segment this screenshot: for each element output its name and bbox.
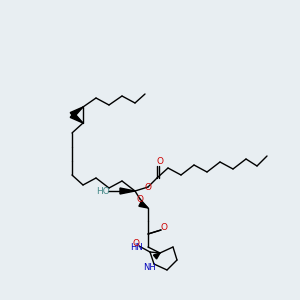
Polygon shape (120, 188, 135, 194)
Polygon shape (139, 202, 148, 208)
Text: HN: HN (130, 242, 143, 251)
Text: NH: NH (144, 262, 156, 272)
Polygon shape (153, 253, 160, 259)
Text: HO: HO (96, 187, 110, 196)
Polygon shape (70, 112, 83, 123)
Text: O: O (136, 194, 143, 203)
Polygon shape (70, 107, 83, 117)
Text: O: O (133, 238, 140, 247)
Text: O: O (145, 182, 152, 191)
Text: O: O (160, 223, 167, 232)
Text: O: O (157, 157, 164, 166)
